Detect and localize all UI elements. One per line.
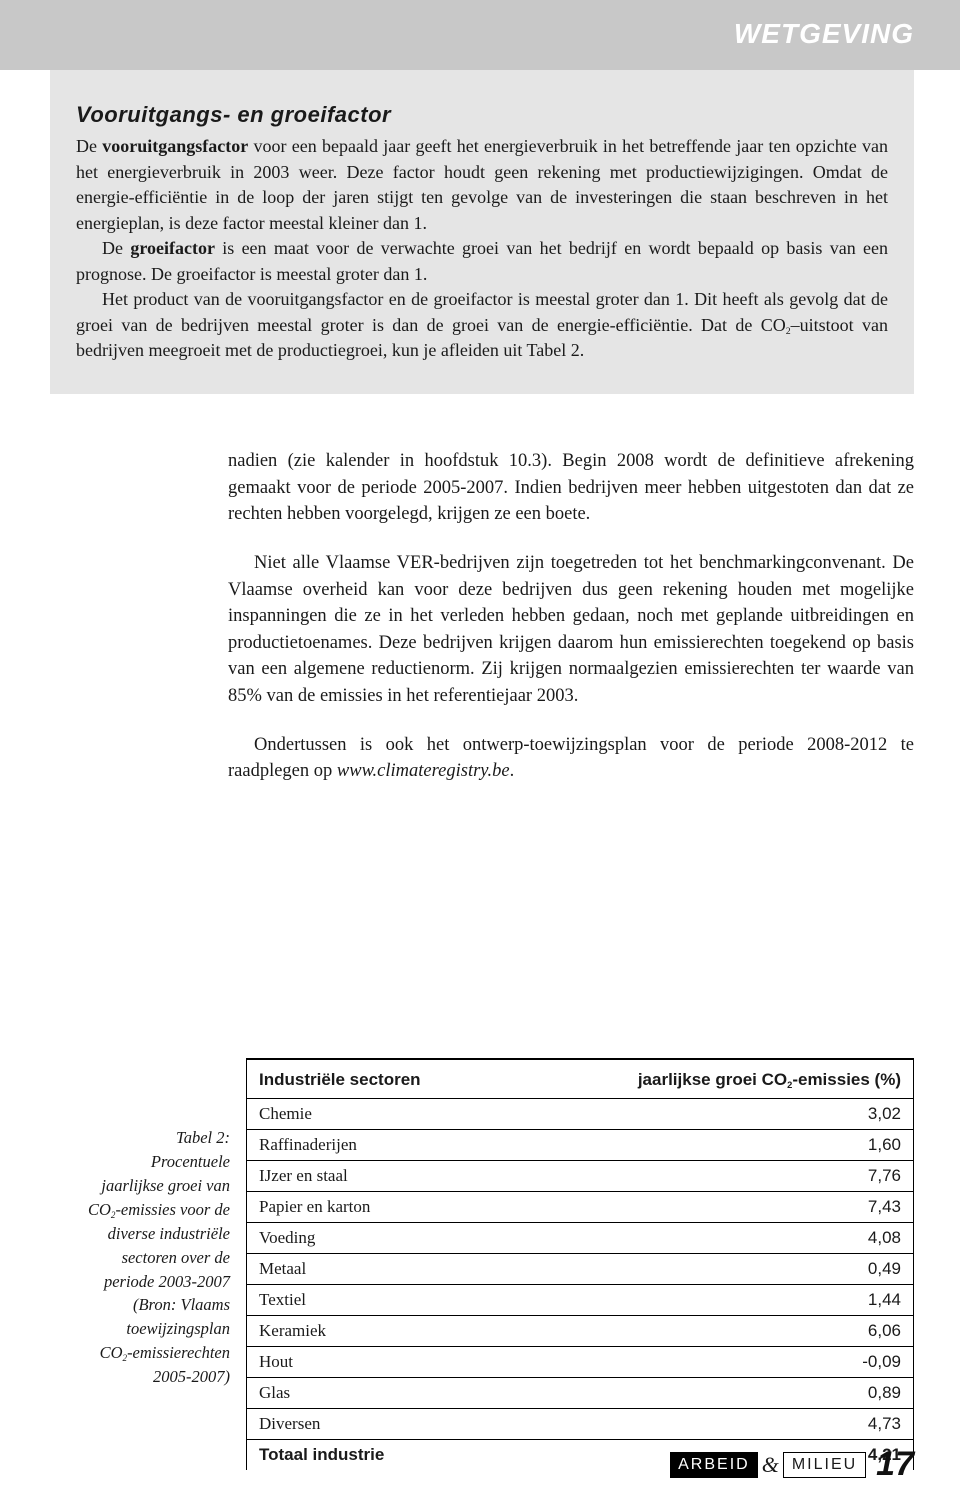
table-row: Hout-0,09 — [247, 1347, 913, 1378]
cell-name: Raffinaderijen — [247, 1130, 508, 1161]
table-row: Keramiek6,06 — [247, 1316, 913, 1347]
footer-milieu: MILIEU — [783, 1452, 866, 1478]
caption-line: periode 2003-2007 — [104, 1272, 230, 1291]
table-header-row: Industriële sectoren jaarlijkse groei CO… — [247, 1060, 913, 1099]
cell-name: Glas — [247, 1378, 508, 1409]
callout-box: Vooruitgangs- en groeifactor De vooruitg… — [50, 70, 914, 394]
cell-name: IJzer en staal — [247, 1161, 508, 1192]
subscript: 2 — [786, 326, 791, 337]
subscript: 2 — [123, 1353, 128, 1363]
cell-name: Textiel — [247, 1285, 508, 1316]
section-header: WETGEVING — [734, 18, 914, 50]
page-number: 17 — [876, 1445, 914, 1484]
cell-value: -0,09 — [508, 1347, 913, 1378]
term-bold: groeifactor — [130, 238, 215, 258]
cell-value: 4,08 — [508, 1223, 913, 1254]
table-caption: Tabel 2: Procentuele jaarlijkse groei va… — [30, 1126, 230, 1389]
table-body: Chemie3,02 Raffinaderijen1,60 IJzer en s… — [247, 1099, 913, 1471]
caption-line: toewijzingsplan — [126, 1319, 230, 1338]
box-paragraph-2: De groeifactor is een maat voor de verwa… — [76, 236, 888, 287]
header-bar: WETGEVING — [0, 0, 960, 70]
main-text-column: nadien (zie kalender in hoofdstuk 10.3).… — [228, 448, 914, 785]
col-header-growth: jaarlijkse groei CO2-emissies (%) — [508, 1060, 913, 1099]
cell-name: Papier en karton — [247, 1192, 508, 1223]
caption-line: -emissies voor de — [115, 1200, 230, 1219]
cell-value: 4,73 — [508, 1409, 913, 1440]
body-paragraph-3: Ondertussen is ook het ontwerp-toewijzin… — [228, 732, 914, 785]
term-bold: vooruitgangsfactor — [102, 136, 248, 156]
cell-name: Hout — [247, 1347, 508, 1378]
table-row: Metaal0,49 — [247, 1254, 913, 1285]
cell-value: 7,43 — [508, 1192, 913, 1223]
cell-name: Voeding — [247, 1223, 508, 1254]
cell-name: Diversen — [247, 1409, 508, 1440]
cell-value: 1,44 — [508, 1285, 913, 1316]
box-title: Vooruitgangs- en groeifactor — [76, 102, 888, 128]
caption-line: Tabel 2: — [176, 1128, 230, 1147]
caption-line: sectoren over de — [122, 1248, 230, 1267]
text-run: jaarlijkse groei CO — [638, 1070, 787, 1089]
subscript: 2 — [111, 1210, 116, 1220]
table-row: Chemie3,02 — [247, 1099, 913, 1130]
text-run: -emissies (%) — [792, 1070, 901, 1089]
cell-name: Chemie — [247, 1099, 508, 1130]
box-paragraph-3: Het product van de vooruitgangsfactor en… — [76, 287, 888, 364]
text-run: De — [76, 136, 102, 156]
cell-value: 3,02 — [508, 1099, 913, 1130]
subscript: 2 — [787, 1080, 792, 1090]
cell-value: 0,89 — [508, 1378, 913, 1409]
footer-ampersand: & — [762, 1452, 779, 1478]
emissions-table: Industriële sectoren jaarlijkse groei CO… — [247, 1060, 913, 1470]
table-row: Diversen4,73 — [247, 1409, 913, 1440]
cell-name: Totaal industrie — [247, 1440, 508, 1471]
col-header-sectors: Industriële sectoren — [247, 1060, 508, 1099]
caption-line: diverse industriële — [108, 1224, 230, 1243]
table-row: Glas0,89 — [247, 1378, 913, 1409]
page-footer: ARBEID & MILIEU 17 — [670, 1445, 914, 1484]
body-paragraph-2: Niet alle Vlaamse VER-bedrijven zijn toe… — [228, 550, 914, 710]
footer-arbeid: ARBEID — [670, 1452, 758, 1478]
text-run: De — [102, 238, 130, 258]
cell-value: 6,06 — [508, 1316, 913, 1347]
caption-line: jaarlijkse groei van — [101, 1176, 230, 1195]
box-body: De vooruitgangsfactor voor een bepaald j… — [76, 134, 888, 364]
caption-line: -emissierechten — [127, 1343, 230, 1362]
table-row: Textiel1,44 — [247, 1285, 913, 1316]
text-run: Ondertussen is ook het ontwerp-toewijzin… — [228, 735, 914, 782]
cell-value: 0,49 — [508, 1254, 913, 1285]
table-row: IJzer en staal7,76 — [247, 1161, 913, 1192]
body-paragraph-1: nadien (zie kalender in hoofdstuk 10.3).… — [228, 448, 914, 528]
cell-value: 1,60 — [508, 1130, 913, 1161]
table-container: Industriële sectoren jaarlijkse groei CO… — [246, 1058, 914, 1470]
caption-line: Procentuele — [151, 1152, 230, 1171]
text-run: . — [510, 761, 515, 781]
table-row: Voeding4,08 — [247, 1223, 913, 1254]
cell-name: Metaal — [247, 1254, 508, 1285]
cell-value: 7,76 — [508, 1161, 913, 1192]
url-italic: www.climateregistry.be — [337, 761, 510, 781]
caption-line: CO — [88, 1200, 111, 1219]
table-row: Papier en karton7,43 — [247, 1192, 913, 1223]
table-row: Raffinaderijen1,60 — [247, 1130, 913, 1161]
caption-line: (Bron: Vlaams — [133, 1295, 230, 1314]
box-paragraph-1: De vooruitgangsfactor voor een bepaald j… — [76, 134, 888, 236]
caption-line: CO — [100, 1343, 123, 1362]
text-run: Het product van de vooruitgangsfactor en… — [76, 289, 888, 335]
caption-line: 2005-2007) — [153, 1367, 230, 1386]
cell-name: Keramiek — [247, 1316, 508, 1347]
